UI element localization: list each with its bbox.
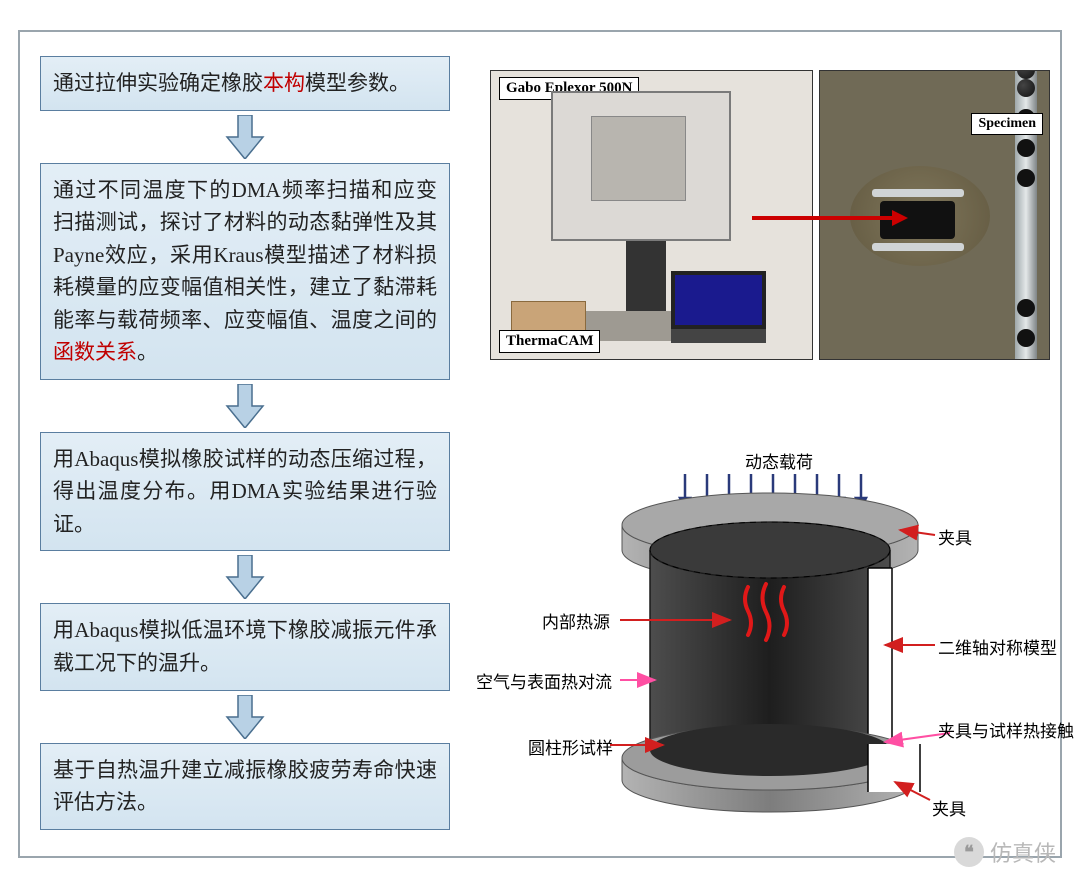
bottom-fixture-icon (622, 724, 920, 812)
cylinder-diagram: 动态载荷 夹具 内部热源 二维轴对称模型 空气与表面热对流 夹具与试样热接触 圆… (490, 450, 1050, 830)
photo-equipment: Gabo Eplexor 500N ThermaCAM (490, 70, 813, 360)
arrow-down-icon (223, 115, 267, 159)
photo-panel: Gabo Eplexor 500N ThermaCAM Specimen (490, 70, 1050, 360)
flow-text: 基于自热温升建立减振橡胶疲劳寿命快速评估方法。 (53, 758, 437, 815)
arrow-down-icon (223, 695, 267, 739)
flow-step-1: 通过拉伸实验确定橡胶本构模型参数。 (40, 56, 450, 111)
flow-text: 模型参数。 (305, 71, 410, 95)
flow-text: 通过不同温度下的DMA频率扫描和应变扫描测试，探讨了材料的动态黏弹性及其Payn… (53, 178, 437, 332)
flow-text: 用Abaqus模拟橡胶试样的动态压缩过程，得出温度分布。用DMA实验结果进行验证… (53, 447, 437, 536)
laptop-base-icon (671, 329, 766, 343)
label-fixture-top: 夹具 (938, 524, 972, 549)
label-camera: ThermaCAM (499, 330, 600, 353)
label-fixture-bottom: 夹具 (932, 795, 966, 820)
watermark-text: 仿真侠 (990, 836, 1056, 868)
flow-step-2: 通过不同温度下的DMA频率扫描和应变扫描测试，探讨了材料的动态黏弹性及其Payn… (40, 163, 450, 380)
specimen-icon (880, 201, 955, 239)
photo-row: Gabo Eplexor 500N ThermaCAM Specimen (490, 70, 1050, 360)
machine-panel-icon (591, 116, 686, 201)
arrow-down-icon (223, 555, 267, 599)
label-specimen-cyl: 圆柱形试样 (528, 734, 613, 759)
laptop-icon (671, 271, 766, 346)
flow-text: 。 (137, 340, 158, 364)
plate-bottom-icon (872, 243, 964, 251)
label-contact: 夹具与试样热接触 (938, 717, 1074, 742)
flowchart-column: 通过拉伸实验确定橡胶本构模型参数。 通过不同温度下的DMA频率扫描和应变扫描测试… (40, 56, 450, 830)
label-axisym: 二维轴对称模型 (938, 634, 1057, 659)
flow-red: 函数关系 (53, 340, 137, 364)
flow-step-4: 用Abaqus模拟低温环境下橡胶减振元件承载工况下的温升。 (40, 603, 450, 690)
label-load: 动态载荷 (745, 448, 813, 473)
flow-text: 用Abaqus模拟低温环境下橡胶减振元件承载工况下的温升。 (53, 618, 437, 675)
photo-specimen: Specimen (819, 70, 1050, 360)
flow-step-3: 用Abaqus模拟橡胶试样的动态压缩过程，得出温度分布。用DMA实验结果进行验证… (40, 432, 450, 552)
arrow-down-icon (223, 384, 267, 428)
watermark: ❝ 仿真侠 (954, 836, 1056, 868)
flow-step-5: 基于自热温升建立减振橡胶疲劳寿命快速评估方法。 (40, 743, 450, 830)
label-specimen: Specimen (971, 113, 1043, 135)
label-convection: 空气与表面热对流 (476, 668, 612, 693)
flow-red: 本构 (263, 71, 305, 95)
plate-top-icon (872, 189, 964, 197)
label-heat: 内部热源 (542, 608, 610, 633)
watermark-icon: ❝ (954, 837, 984, 867)
flow-text: 通过拉伸实验确定橡胶 (53, 71, 263, 95)
laptop-screen-icon (671, 271, 766, 329)
